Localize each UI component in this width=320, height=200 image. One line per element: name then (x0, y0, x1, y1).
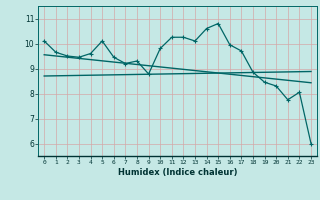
X-axis label: Humidex (Indice chaleur): Humidex (Indice chaleur) (118, 168, 237, 177)
